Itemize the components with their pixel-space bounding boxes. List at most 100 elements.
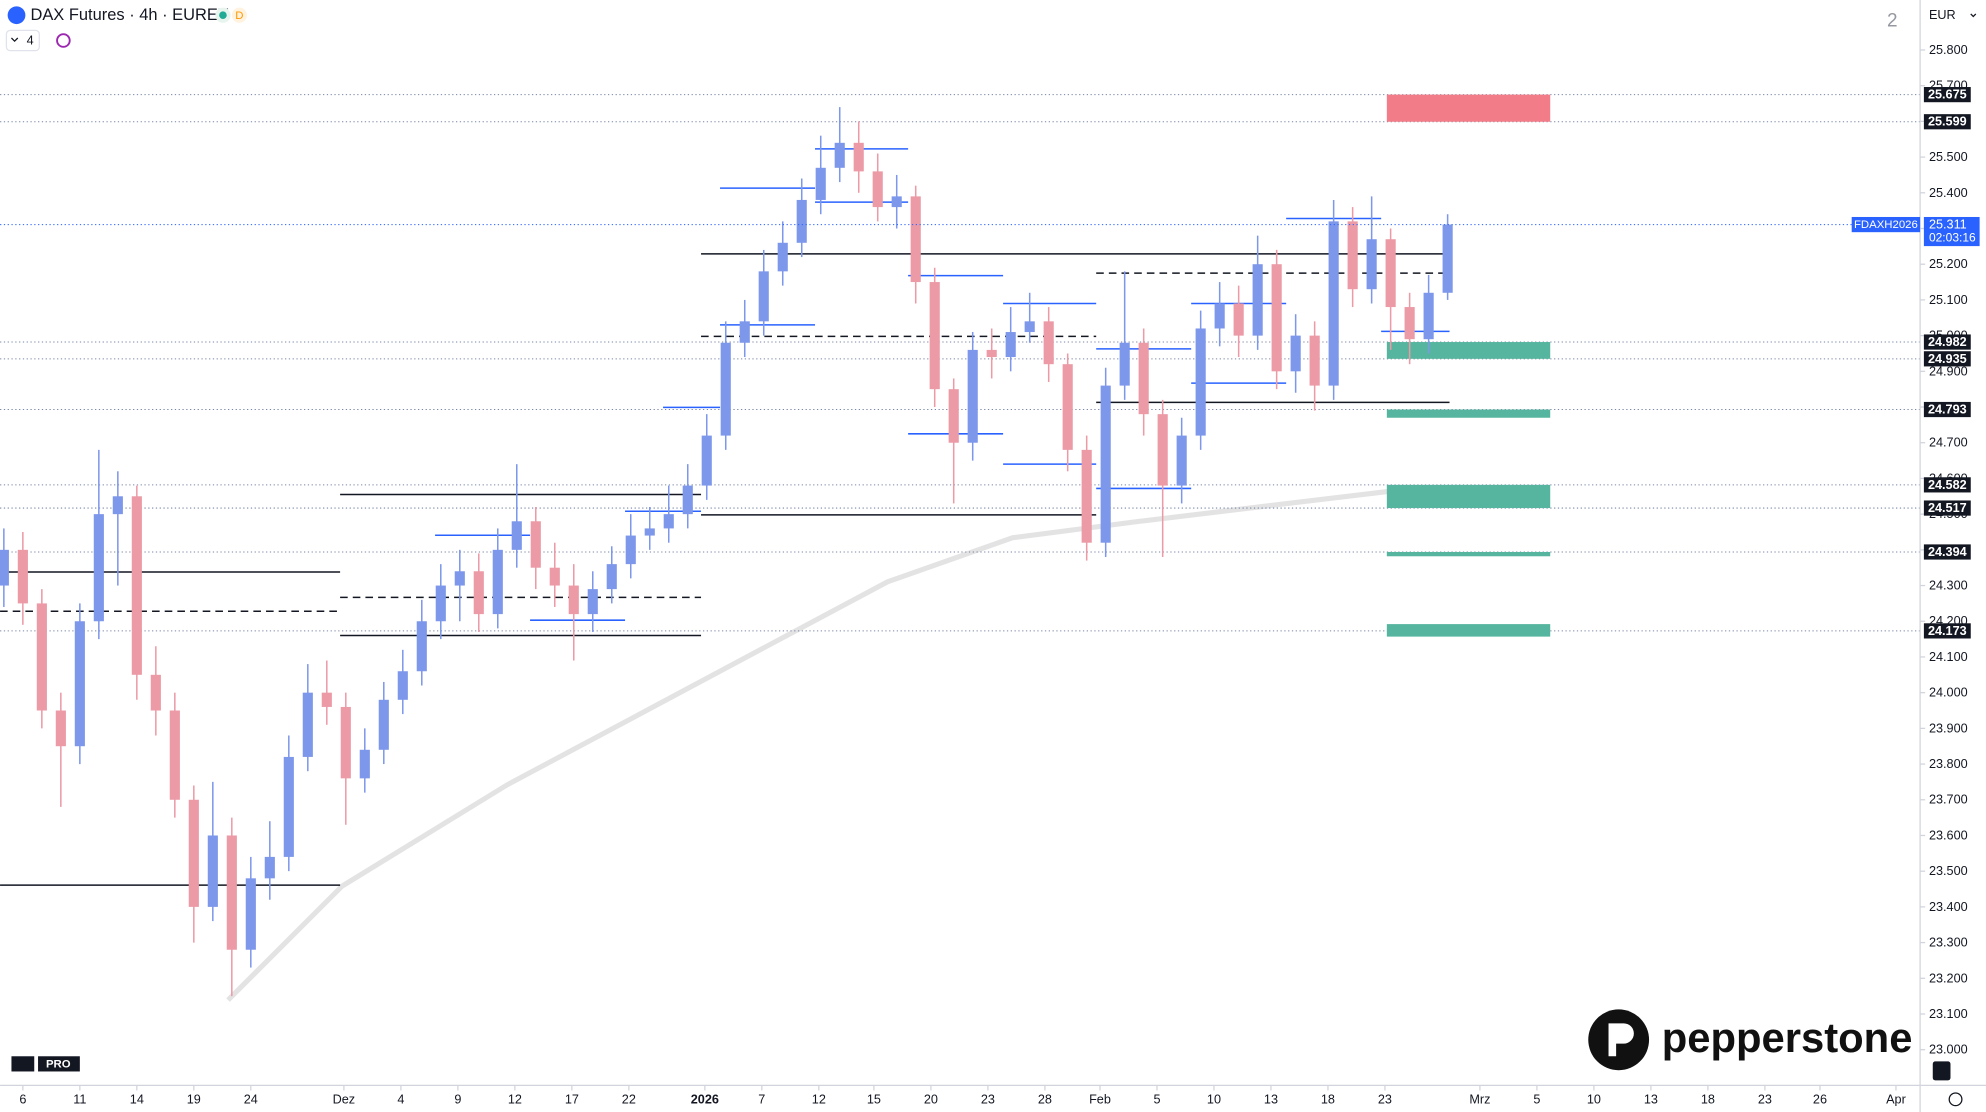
candle-body [967, 349, 978, 443]
candle-body [815, 167, 826, 200]
timeframe-badge-bg [231, 7, 248, 23]
chevron [11, 37, 19, 43]
x-tick-label: 13 [1264, 1092, 1278, 1106]
candle-body [1233, 303, 1244, 336]
candle-body [0, 549, 9, 586]
x-tick-label: 10 [1587, 1092, 1601, 1106]
candle-body [473, 571, 484, 615]
y-tick-label: 24.700 [1929, 436, 1968, 450]
candle-body [1119, 342, 1130, 386]
candle-body [378, 699, 389, 750]
candle-body [188, 799, 199, 907]
level-badge [1923, 334, 1971, 350]
zone [1386, 551, 1551, 557]
candle-body [55, 710, 66, 747]
candle-body [834, 142, 845, 168]
level-badge-label: 24.935 [1928, 352, 1967, 366]
level-badge-label: 24.517 [1928, 501, 1967, 515]
level-badge [1923, 477, 1971, 493]
candle-body [986, 349, 997, 358]
candle-body [397, 671, 408, 700]
level-badge [1923, 544, 1971, 560]
x-tick-label: 28 [1038, 1092, 1052, 1106]
y-tick-label: 23.300 [1929, 936, 1968, 950]
candle-body [283, 756, 294, 857]
candle-body [587, 589, 598, 615]
candle-body [1290, 335, 1301, 372]
x-tick-label: Feb [1089, 1092, 1111, 1106]
candle-body [1195, 328, 1206, 436]
x-tick-label: 12 [508, 1092, 522, 1106]
candle-body [1309, 335, 1320, 386]
candle-body [302, 692, 313, 757]
indicator-count[interactable]: 4 [27, 34, 34, 48]
y-tick-label: 23.500 [1929, 864, 1968, 878]
candle-body [226, 835, 237, 950]
timeframe-badge: D [235, 10, 243, 22]
candle-body [758, 271, 769, 322]
candle-body [606, 564, 617, 590]
candle-body [340, 706, 351, 779]
x-tick-label: Mrz [1469, 1092, 1490, 1106]
candle-body [625, 535, 636, 565]
x-tick-label: Dez [333, 1092, 356, 1106]
x-tick-label: 6 [19, 1092, 26, 1106]
candle-body [530, 521, 541, 568]
level-badge-label: 25.599 [1928, 115, 1967, 129]
x-tick-label: 20 [924, 1092, 938, 1106]
candle-body [245, 878, 256, 950]
candle-body [112, 496, 123, 515]
tv-logo-mark [11, 1056, 35, 1072]
plot-layer [0, 94, 1921, 1002]
candle-body [701, 435, 712, 486]
candle-body [17, 549, 28, 604]
zone [1386, 624, 1551, 637]
candle-body [1385, 239, 1396, 308]
layout-number[interactable]: 2 [1887, 11, 1898, 32]
level-badge-label: 24.394 [1928, 545, 1967, 559]
chart-title[interactable]: DAX Futures · 4h · EUREX [30, 6, 228, 24]
symbol-icon[interactable] [7, 6, 26, 25]
y-tick-label: 23.200 [1929, 971, 1968, 985]
candle-body [1005, 332, 1016, 358]
indicator-toggle[interactable] [5, 29, 40, 52]
zone [1386, 484, 1551, 509]
candle-body [93, 514, 104, 622]
x-tick-label: 5 [1533, 1092, 1540, 1106]
candle-body [1081, 449, 1092, 543]
level-badge [1923, 401, 1971, 418]
candle-body [359, 749, 370, 779]
candle-body [207, 835, 218, 907]
candle-body [1100, 385, 1111, 543]
sync-icon[interactable] [56, 33, 71, 48]
x-tick-label: 11 [73, 1092, 86, 1106]
candle-body [435, 585, 446, 622]
y-tick-label: 23.900 [1929, 721, 1968, 735]
candle-body [739, 321, 750, 343]
symbol-label: FDAXH2026 [1854, 219, 1918, 231]
candle-body [853, 142, 864, 172]
y-tick-label: 25.400 [1929, 186, 1968, 200]
auto-scale-button[interactable] [1932, 1061, 1951, 1081]
settings-icon[interactable] [1948, 1092, 1963, 1107]
candle-body [1043, 321, 1054, 365]
symbol-badge [1851, 216, 1921, 233]
y-tick-label: 25.800 [1929, 43, 1968, 57]
y-tick-label: 23.700 [1929, 793, 1968, 807]
candle-body [568, 585, 579, 615]
candle-body [872, 171, 883, 208]
tv-logo-box [38, 1056, 80, 1072]
candle-body [1252, 264, 1263, 336]
currency[interactable]: EUR [1929, 8, 1956, 22]
level-badge-label: 24.793 [1928, 403, 1967, 417]
x-tick-label: 18 [1701, 1092, 1715, 1106]
candle-body [1404, 307, 1415, 340]
candle-body [36, 603, 47, 711]
pepperstone-p [1608, 1023, 1634, 1057]
x-tick-label: 18 [1321, 1092, 1335, 1106]
y-tick-label: 23.100 [1929, 1007, 1968, 1021]
candle-body [511, 521, 522, 550]
candle-body [777, 242, 788, 272]
